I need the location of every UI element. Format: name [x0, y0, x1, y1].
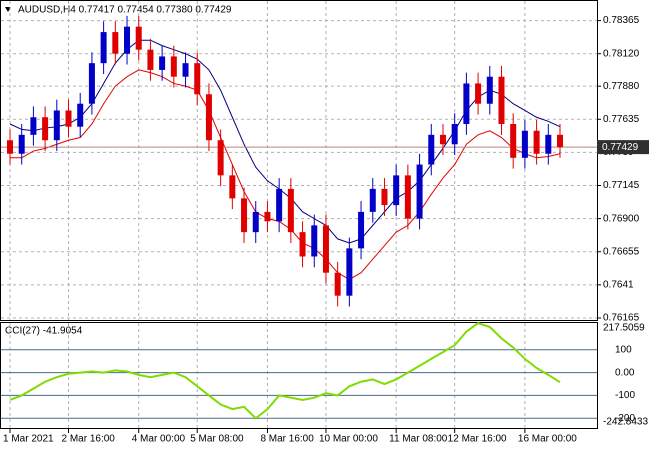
candle-body: [42, 117, 49, 141]
price-box-label: 0.77429: [602, 142, 639, 153]
candle-body: [30, 117, 37, 135]
candle-body: [182, 63, 189, 77]
y-tick-label: 0.7641: [603, 279, 634, 290]
candle-body: [276, 188, 283, 222]
y-tick-label: 0.77635: [603, 114, 640, 125]
candle-body: [428, 134, 435, 165]
x-tick-label: 8 Mar 16:00: [260, 434, 314, 445]
candle-body: [393, 175, 400, 206]
candle-body: [18, 134, 25, 154]
candle-body: [135, 26, 142, 50]
candle-body: [322, 225, 329, 273]
x-tick-label: 5 Mar 08:00: [190, 434, 244, 445]
candle-body: [7, 140, 13, 154]
price-frame: [0, 0, 598, 321]
candle-body: [404, 175, 411, 219]
x-tick-label: 2 Mar 16:00: [62, 434, 116, 445]
candle-body: [217, 140, 224, 176]
candle-body: [299, 232, 306, 257]
candle-body: [241, 198, 248, 233]
x-tick-label: 4 Mar 00:00: [132, 434, 186, 445]
price-box: [597, 140, 649, 155]
candle-body: [264, 211, 271, 222]
candle-body: [311, 225, 318, 257]
candle-body: [159, 56, 166, 70]
candle-body: [252, 211, 259, 233]
candle-body: [346, 248, 353, 296]
candle-body: [334, 272, 341, 296]
candle-body: [194, 63, 201, 95]
candle-body: [533, 130, 540, 154]
y-tick-label: 0.77880: [603, 81, 640, 92]
y-limit-label: -242.8433: [603, 417, 648, 428]
candle-body: [545, 134, 552, 154]
y-tick-label: 0.00: [615, 367, 635, 378]
candle-body: [100, 32, 107, 64]
candle-body: [451, 124, 458, 145]
candle-body: [498, 76, 505, 125]
candle-body: [147, 49, 154, 70]
y-tick-label: -200: [615, 413, 635, 424]
x-tick-label: 12 Mar 16:00: [448, 434, 507, 445]
candle-body: [287, 188, 294, 233]
candle-body: [381, 188, 388, 206]
candle-body: [77, 103, 84, 127]
y-tick-label: 0.76165: [603, 313, 640, 324]
y-tick-label: 0.76900: [603, 213, 640, 224]
candle-body: [65, 110, 72, 127]
candle-body: [88, 63, 95, 104]
candle-body: [510, 124, 517, 158]
candle-body: [369, 188, 376, 212]
y-tick-label: -100: [615, 390, 635, 401]
candle-body: [475, 83, 482, 104]
candle-body: [521, 130, 528, 158]
chart-title: AUDUSD,H4 0.77417 0.77454 0.77380 0.7742…: [18, 5, 232, 16]
y-tick-label: 0.77145: [603, 180, 640, 191]
candle-body: [53, 110, 60, 141]
candle-body: [170, 56, 177, 77]
x-tick-label: 1 Mar 2021: [3, 434, 54, 445]
y-tick-label: 100: [615, 344, 632, 355]
cci-line: [9, 322, 561, 420]
y-tick-label: 0.78120: [603, 48, 640, 59]
candle-body: [557, 134, 563, 148]
overlay-line: [10, 69, 561, 281]
x-tick-label: 10 Mar 00:00: [319, 434, 378, 445]
candle-body: [205, 94, 212, 141]
candle-body: [416, 164, 423, 219]
indicator-frame: [0, 322, 598, 429]
x-tick-label: 16 Mar 00:00: [518, 434, 577, 445]
y-tick-label: 0.76655: [603, 246, 640, 257]
candle-body: [439, 134, 446, 145]
candle-body: [463, 83, 470, 125]
indicator-title: CCI(27) -41.9054: [5, 326, 83, 337]
y-limit-label: 217.5059: [603, 323, 645, 334]
y-tick-label: 0.78365: [603, 15, 640, 26]
candle-body: [229, 175, 236, 199]
x-tick-label: 11 Mar 08:00: [389, 434, 448, 445]
candle-body: [124, 26, 131, 54]
candle-body: [358, 211, 365, 249]
candle-body: [486, 76, 493, 104]
candle-body: [112, 32, 119, 54]
